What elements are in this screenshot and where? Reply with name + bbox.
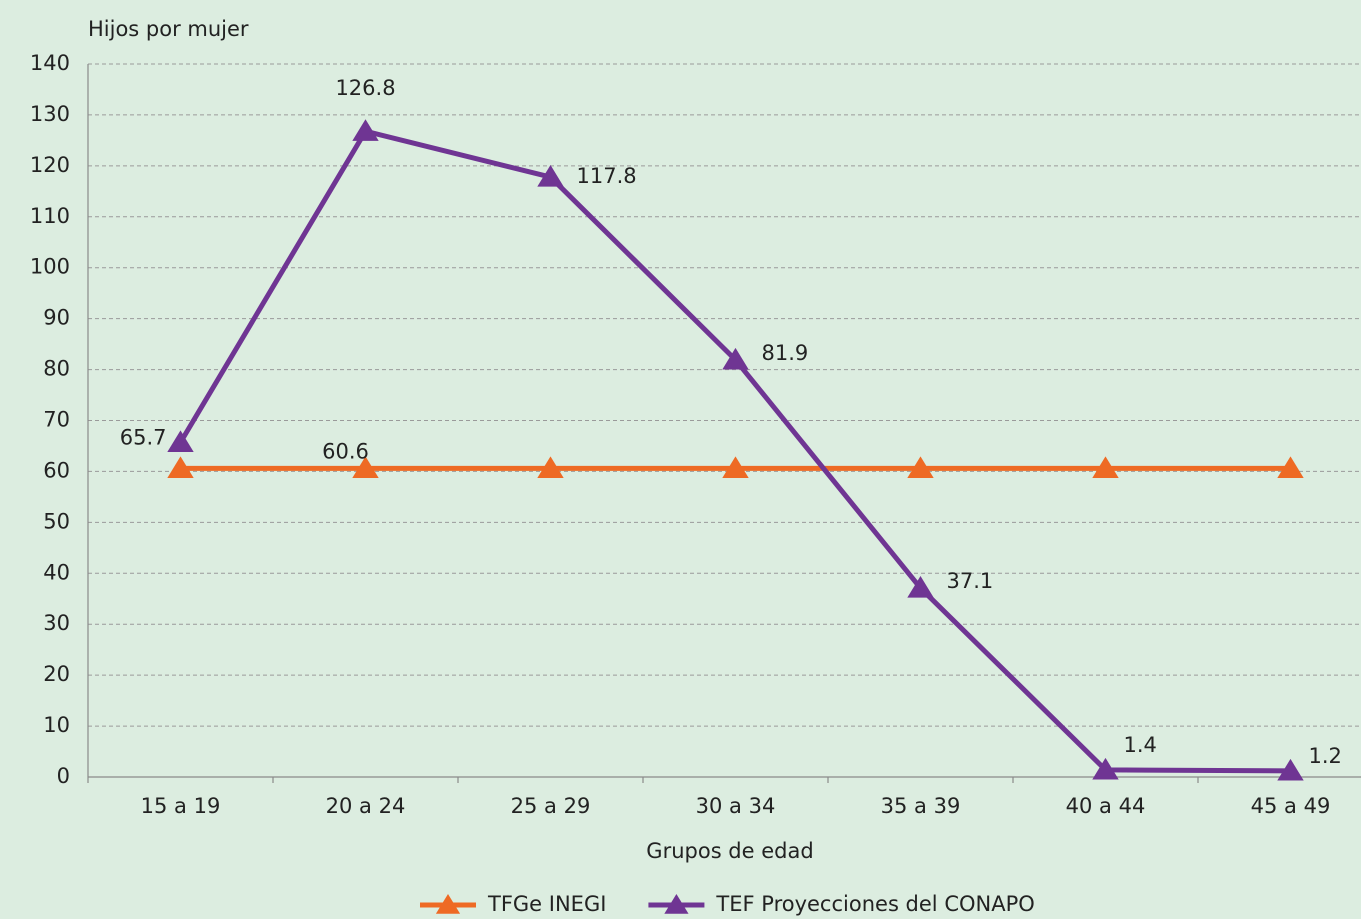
data-label: 1.4: [1124, 733, 1157, 757]
marker: [1277, 758, 1304, 781]
y-axis-label: Hijos por mujer: [88, 17, 249, 41]
data-label: 65.7: [120, 425, 167, 449]
y-tick-label: 120: [30, 153, 70, 177]
x-tick-label: 25 a 29: [511, 794, 591, 818]
marker: [907, 576, 934, 598]
legend-marker: [435, 894, 461, 914]
y-tick-label: 20: [43, 662, 70, 686]
data-label: 81.9: [762, 341, 809, 365]
y-tick-label: 90: [43, 306, 70, 330]
legend-label: TEF Proyecciones del CONAPO: [715, 892, 1034, 916]
y-tick-label: 100: [30, 255, 70, 279]
data-label: 126.8: [335, 76, 395, 100]
legend-label: TFGe INEGI: [487, 892, 606, 916]
marker: [167, 430, 194, 452]
marker: [537, 456, 564, 478]
y-tick-label: 0: [57, 764, 70, 788]
marker: [1092, 757, 1119, 780]
x-tick-label: 35 a 39: [881, 794, 961, 818]
x-tick-label: 20 a 24: [326, 794, 406, 818]
legend-marker: [664, 894, 689, 914]
data-label: 1.2: [1309, 744, 1342, 768]
y-tick-label: 10: [43, 713, 70, 737]
x-tick-label: 45 a 49: [1251, 794, 1331, 818]
marker: [167, 456, 194, 478]
x-tick-label: 30 a 34: [696, 794, 776, 818]
marker: [352, 119, 379, 141]
y-tick-label: 30: [43, 611, 70, 635]
x-tick-label: 40 a 44: [1066, 794, 1146, 818]
y-tick-label: 40: [43, 560, 70, 584]
y-tick-label: 130: [30, 102, 70, 126]
x-axis-label: Grupos de edad: [646, 839, 813, 863]
y-tick-label: 110: [30, 204, 70, 228]
y-tick-label: 60: [43, 458, 70, 482]
marker: [1277, 456, 1304, 478]
x-tick-label: 15 a 19: [141, 794, 221, 818]
marker: [907, 456, 934, 478]
y-tick-label: 140: [30, 51, 70, 75]
marker: [722, 347, 749, 370]
data-label: 60.6: [322, 439, 369, 463]
y-tick-label: 80: [43, 357, 70, 381]
data-label: 37.1: [947, 569, 994, 593]
data-label: 117.8: [577, 164, 637, 188]
marker: [352, 456, 379, 478]
marker: [537, 165, 564, 187]
y-tick-label: 50: [43, 509, 70, 533]
marker: [722, 456, 749, 478]
marker: [1092, 456, 1119, 478]
y-tick-label: 70: [43, 408, 70, 432]
